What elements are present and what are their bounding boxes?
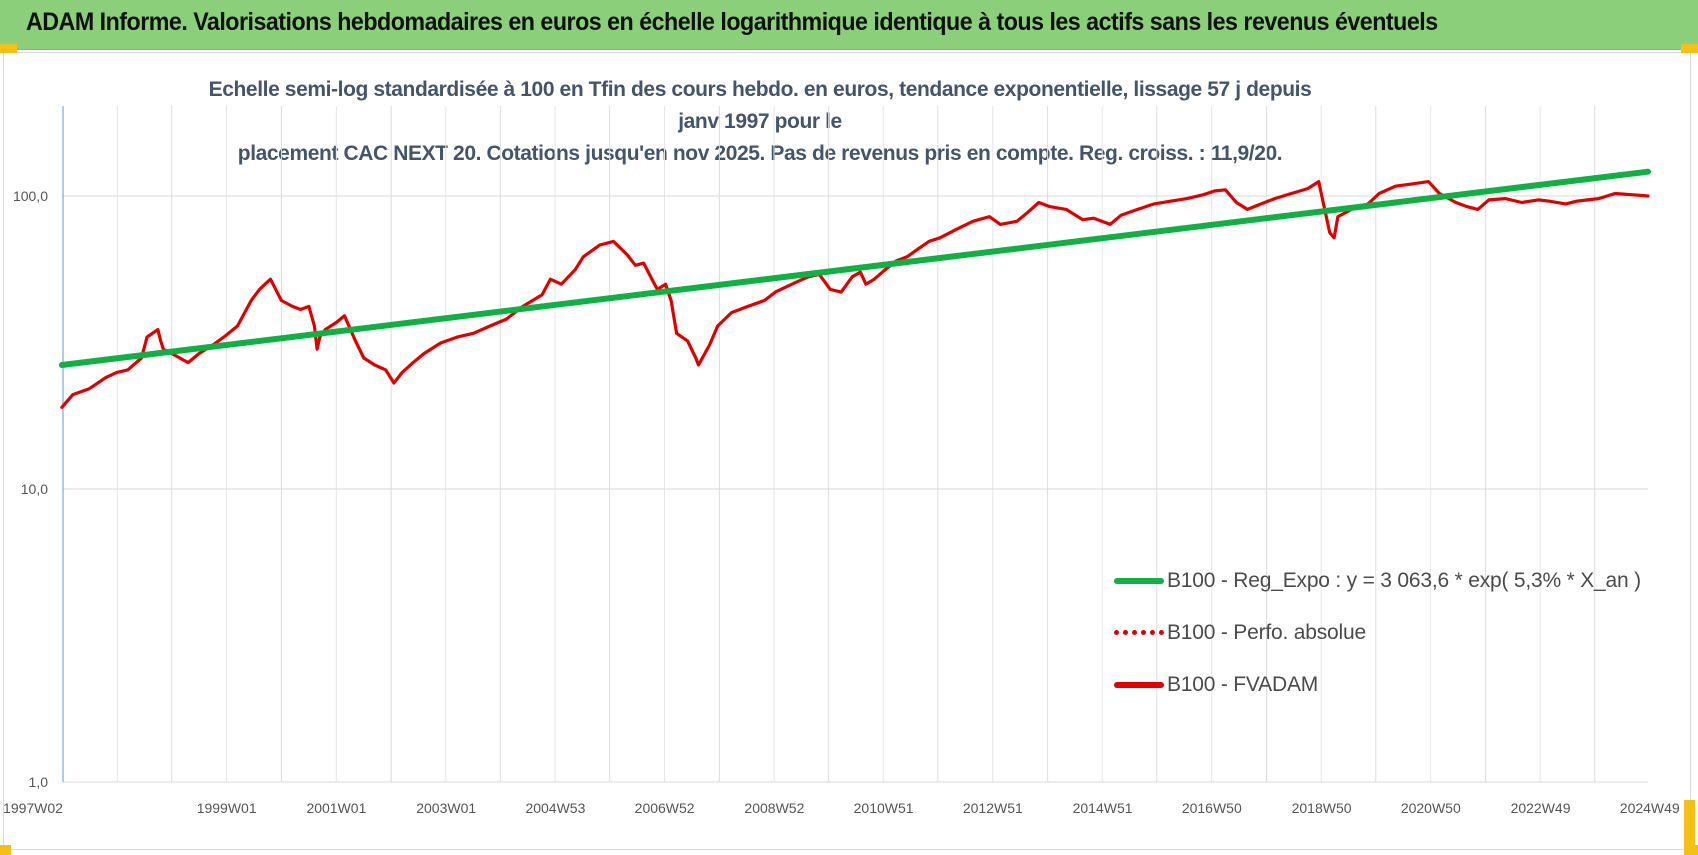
- x-tick-label: 2022W49: [1511, 800, 1571, 816]
- x-tick-label: 1999W01: [197, 800, 257, 816]
- x-tick-label: 2012W51: [963, 800, 1023, 816]
- x-tick-label: 2004W53: [525, 800, 585, 816]
- y-tick-label: 1,0: [29, 774, 49, 790]
- legend-item-regression: B100 - Reg_Expo : y = 3 063,6 * exp( 5,3…: [1114, 566, 1674, 596]
- x-tick-label: 2024W49: [1620, 800, 1680, 816]
- legend-item-perfo-absolue: B100 - Perfo. absolue: [1114, 618, 1674, 648]
- corner-marker-top-left: [0, 44, 17, 53]
- y-tick-labels: 1,0 10,0 100,0: [13, 188, 48, 790]
- report-title: ADAM Informe. Valorisations hebdomadaire…: [26, 8, 1438, 36]
- series-line-fvadam: [60, 180, 1650, 409]
- series-lines: [58, 168, 1651, 409]
- corner-marker-bottom-right: [1684, 800, 1695, 850]
- corner-marker-bottom-left: [0, 845, 11, 855]
- y-tick-label: 10,0: [21, 481, 48, 497]
- x-tick-label: 2003W01: [416, 800, 476, 816]
- x-tick-label: 1997W02: [3, 800, 63, 816]
- legend-swatch-perfo-absolue: [1114, 629, 1164, 637]
- x-tick-label: 2001W01: [306, 800, 366, 816]
- corner-marker-top-right: [1681, 44, 1698, 53]
- header-banner: ADAM Informe. Valorisations hebdomadaire…: [0, 0, 1698, 50]
- legend-item-fvadam: B100 - FVADAM: [1114, 670, 1674, 700]
- y-tick-label: 100,0: [13, 188, 48, 204]
- chart-frame: [3, 52, 1691, 850]
- x-tick-label: 2006W52: [635, 800, 695, 816]
- x-tick-label: 2020W50: [1401, 800, 1461, 816]
- legend-label-fvadam: B100 - FVADAM: [1167, 673, 1319, 696]
- legend-swatch-fvadam: [1114, 681, 1164, 689]
- x-tick-label: 2018W50: [1292, 800, 1352, 816]
- grid: [62, 106, 1648, 783]
- x-tick-label: 2010W51: [854, 800, 914, 816]
- chart-title-line-2: placement CAC NEXT 20. Cotations jusqu'e…: [237, 142, 1283, 165]
- legend-label-perfo-absolue: B100 - Perfo. absolue: [1167, 621, 1366, 644]
- series-line-regression: [58, 168, 1651, 368]
- x-tick-labels: 1997W02 1999W01 2001W01 2003W01 2004W53 2006W…: [3, 800, 1680, 816]
- legend-label-regression: B100 - Reg_Expo : y = 3 063,6 * exp( 5,3…: [1167, 569, 1641, 592]
- x-tick-label: 2014W51: [1073, 800, 1133, 816]
- x-tick-label: 2008W52: [744, 800, 804, 816]
- x-tick-label: 2016W50: [1182, 800, 1242, 816]
- legend-swatch-regression: [1114, 577, 1164, 585]
- chart-title: Echelle semi-log standardisée à 100 en T…: [200, 74, 1320, 170]
- corner-marker-bottom-right-foot: [1684, 845, 1698, 855]
